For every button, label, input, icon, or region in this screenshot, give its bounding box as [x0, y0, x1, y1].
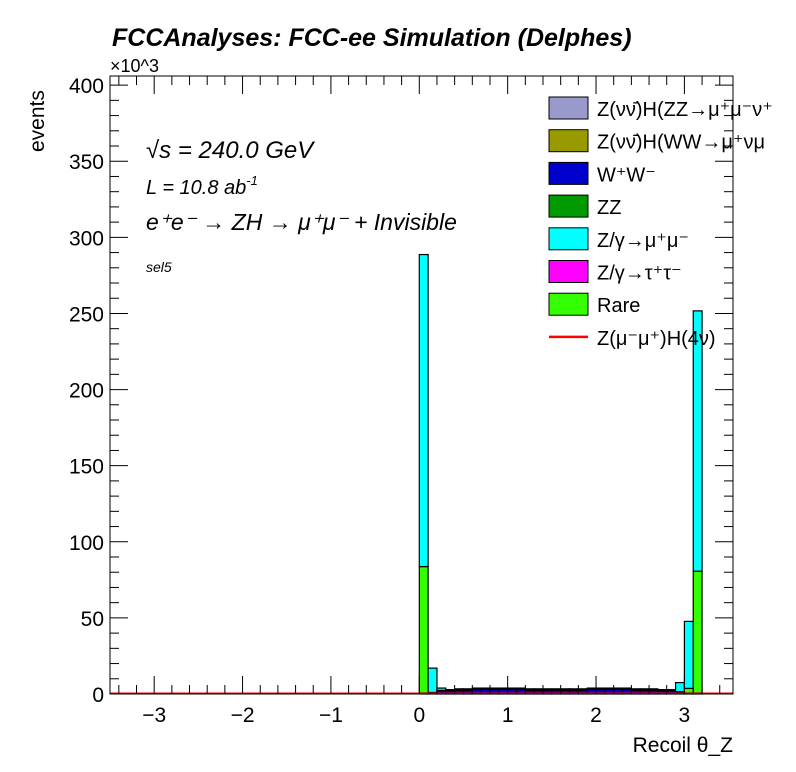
legend-label: Z(νν̄)H(ZZ→μ⁺μ⁻ν⁺ — [597, 99, 773, 121]
annotation-lumi: L = 10.8 ab-1 — [146, 173, 258, 199]
plot-frame — [109, 75, 734, 695]
y-axis-label: events — [26, 90, 49, 152]
legend-label: ZZ — [597, 197, 621, 219]
bar-z-27 — [657, 688, 668, 691]
legend-label: Z(μ⁻μ⁺)H(4ν) — [597, 328, 716, 350]
bar-z-31 — [692, 310, 703, 572]
y-tick-label: 350 — [69, 151, 104, 174]
y-tick-label: 50 — [81, 608, 104, 631]
annotation-sqrt-s: √s = 240.0 GeV — [146, 137, 315, 164]
bar-z-18 — [577, 688, 588, 691]
legend-label: Z/γ→τ⁺τ⁻ — [597, 263, 682, 285]
bar-z-13 — [533, 688, 544, 691]
annotation-selection: sel5 — [146, 259, 172, 275]
bar-z-19 — [586, 687, 597, 690]
y-tick-label: 200 — [69, 380, 104, 403]
bar-z-29 — [674, 681, 685, 693]
legend-swatch — [548, 96, 589, 120]
x-tick-label: −2 — [231, 704, 255, 727]
x-tick-label: −1 — [319, 704, 343, 727]
legend-swatch — [548, 129, 589, 153]
bar-z-10 — [507, 687, 518, 690]
x-tick-label: 2 — [590, 704, 602, 727]
bar-z-7 — [480, 687, 491, 690]
bar-z-23 — [621, 687, 632, 690]
bar-z-8 — [489, 687, 500, 690]
bar-z-26 — [648, 688, 659, 691]
annotation-process: e⁺e⁻ → ZH → μ⁺μ⁻ + Invisible — [146, 209, 457, 235]
bar-z-0 — [418, 253, 429, 568]
bar-z-2 — [436, 687, 447, 691]
legend-label: Z/γ→μ⁺μ⁻ — [597, 230, 689, 252]
bars — [418, 253, 703, 695]
bar-z-17 — [568, 688, 579, 691]
bar-z-20 — [595, 687, 606, 690]
bar-rare-0 — [418, 565, 429, 694]
legend-swatch — [548, 227, 589, 251]
bar-z-15 — [551, 688, 562, 691]
y-multiplier: ×10^3 — [110, 56, 159, 76]
legend-swatch — [548, 194, 589, 218]
x-tick-label: 0 — [413, 704, 425, 727]
y-tick-label: 0 — [92, 684, 104, 707]
bar-z-9 — [498, 687, 509, 690]
bar-rare-30 — [683, 687, 694, 694]
bar-rare-31 — [692, 570, 703, 694]
x-tick-label: 1 — [502, 704, 514, 727]
legend-label: Rare — [597, 295, 640, 317]
x-axis-label: Recoil θ_Z — [633, 734, 734, 757]
legend-label: Z(νν̄)H(WW→μ⁺νμ — [597, 132, 765, 154]
bar-z-5 — [462, 688, 473, 691]
bar-z-16 — [560, 688, 571, 691]
bar-z-28 — [666, 688, 677, 691]
y-tick-label: 150 — [69, 456, 104, 479]
axis-ticks: −3 −2 −1 0 1 2 3 0 50 100 150 200 250 300 350 400 — [69, 75, 733, 727]
y-tick-label: 400 — [69, 75, 104, 98]
bar-z-11 — [515, 687, 526, 690]
legend-swatch — [548, 260, 589, 283]
bar-z-30 — [683, 620, 694, 689]
legend-label: W⁺W⁻ — [597, 164, 656, 186]
bar-z-12 — [524, 688, 535, 691]
bar-z-22 — [613, 687, 624, 690]
bar-z-4 — [454, 688, 465, 691]
y-tick-label: 250 — [69, 303, 104, 326]
bar-z-3 — [445, 688, 456, 691]
x-tick-label: 3 — [679, 704, 691, 727]
bar-z-1 — [427, 667, 438, 694]
x-tick-label: −3 — [142, 704, 166, 727]
legend-swatch — [548, 292, 589, 316]
legend: Z(νν̄)H(ZZ→μ⁺μ⁻ν⁺ Z(νν̄)H(WW→μ⁺νμ W⁺W⁻ ZZ Z/… — [548, 96, 773, 350]
bar-z-6 — [471, 687, 482, 690]
bar-z-14 — [542, 688, 553, 691]
bar-z-25 — [639, 688, 650, 691]
legend-swatch — [548, 161, 589, 185]
y-tick-label: 100 — [69, 532, 104, 555]
y-tick-label: 300 — [69, 227, 104, 250]
bar-z-24 — [630, 688, 641, 691]
chart-title: FCCAnalyses: FCC-ee Simulation (Delphes) — [112, 24, 632, 52]
bar-z-21 — [604, 687, 615, 690]
